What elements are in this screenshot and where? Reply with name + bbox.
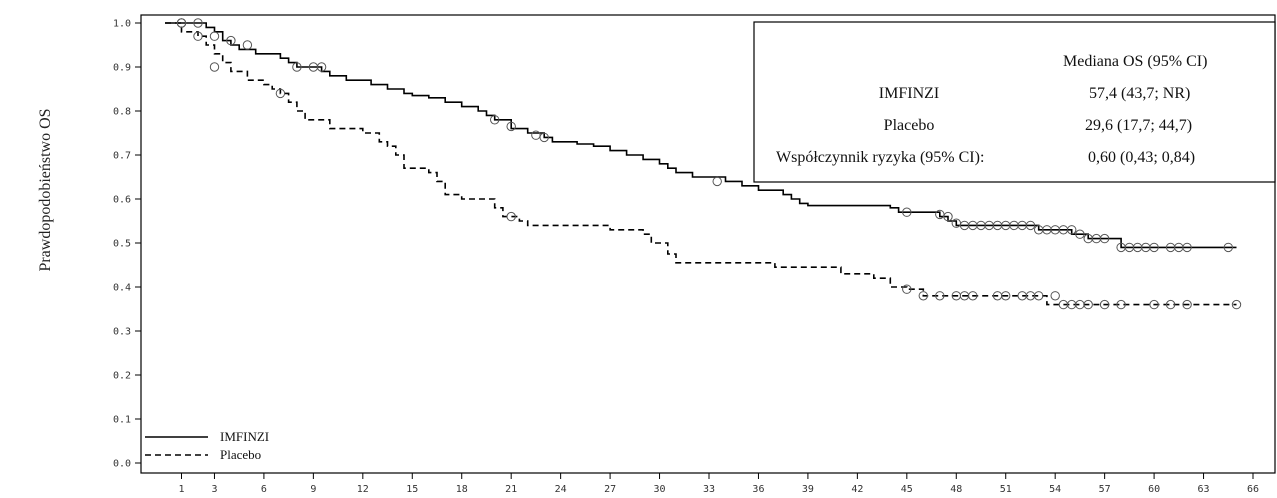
y-tick-label: 0.5 <box>113 239 131 250</box>
censor-marker-placebo <box>1034 291 1044 301</box>
series-imfinzi-curve <box>165 22 1237 249</box>
stats-row-value-hr: 0,60 (0,43; 0,84) <box>1088 149 1195 166</box>
censor-marker-imfinzi <box>1223 242 1234 253</box>
series-placebo-curve <box>165 22 1237 306</box>
y-tick-label: 0.6 <box>113 195 131 206</box>
y-tick-label: 0.2 <box>113 371 131 382</box>
x-tick-label: 9 <box>310 484 316 495</box>
censor-marker-placebo <box>1001 291 1011 301</box>
censor-marker-imfinzi <box>539 132 549 143</box>
x-tick-label: 12 <box>357 484 369 495</box>
censor-marker-placebo <box>968 291 978 301</box>
censor-marker-placebo <box>902 284 912 294</box>
x-tick-label: 63 <box>1198 484 1210 495</box>
x-tick-label: 18 <box>456 484 468 495</box>
censor-marker-imfinzi <box>292 62 302 72</box>
y-tick-label: 0.8 <box>113 107 131 118</box>
x-tick-label: 66 <box>1247 484 1259 495</box>
censor-marker-placebo <box>935 291 945 301</box>
censor-marker-imfinzi <box>242 40 253 50</box>
censor-marker-placebo <box>1182 299 1192 310</box>
censor-marker-imfinzi <box>316 62 327 72</box>
plot-frame <box>140 14 1276 474</box>
x-tick-label: 57 <box>1099 484 1111 495</box>
censor-marker-imfinzi <box>1025 220 1036 231</box>
x-tick-label: 39 <box>802 484 814 495</box>
y-tick-label: 0.0 <box>113 459 131 470</box>
censor-marker-placebo <box>1165 299 1176 310</box>
censor-marker-imfinzi <box>902 207 912 217</box>
x-tick-label: 15 <box>406 484 418 495</box>
censor-marker-placebo <box>176 18 187 28</box>
x-tick-label: 60 <box>1148 484 1160 495</box>
censor-marker-placebo <box>193 31 203 41</box>
legend-label-placebo: Placebo <box>220 447 261 462</box>
censor-marker-placebo <box>1231 299 1242 310</box>
censor-marker-imfinzi <box>1067 225 1077 235</box>
censor-marker-imfinzi <box>1149 242 1159 253</box>
y-tick-label: 0.9 <box>113 63 131 74</box>
stats-row-label-imfinzi: IMFINZI <box>879 85 939 102</box>
x-tick-label: 1 <box>178 484 184 495</box>
censor-marker-imfinzi <box>943 211 953 222</box>
stats-box-header: Mediana OS (95% CI) <box>1063 53 1207 70</box>
censor-marker-imfinzi <box>1075 229 1085 239</box>
stats-row-label-placebo: Placebo <box>884 117 935 134</box>
censor-marker-placebo <box>1099 299 1110 310</box>
stats-row-label-hr: Współczynnik ryzyka (95% CI): <box>776 149 984 166</box>
x-tick-label: 21 <box>505 484 517 495</box>
legend: IMFINZI Placebo <box>145 429 269 462</box>
y-tick-label: 0.7 <box>113 151 131 162</box>
censor-marker-placebo <box>275 88 286 99</box>
y-axis-ticks: 0.0 0.1 0.2 0.3 0.4 0.5 0.6 0.7 0.8 0.9 1.0 <box>113 19 141 470</box>
x-tick-label: 3 <box>211 484 217 495</box>
x-tick-label: 30 <box>654 484 666 495</box>
censor-marker-placebo <box>1149 299 1159 310</box>
x-tick-label: 27 <box>604 484 616 495</box>
x-tick-label: 48 <box>950 484 962 495</box>
stats-row-value-placebo: 29,6 (17,7; 44,7) <box>1085 117 1192 134</box>
x-tick-label: 54 <box>1049 484 1061 495</box>
x-tick-label: 45 <box>901 484 913 495</box>
censor-marker-imfinzi <box>1182 242 1192 253</box>
y-tick-label: 0.1 <box>113 415 131 426</box>
censor-marker-imfinzi <box>226 35 236 46</box>
y-tick-label: 1.0 <box>113 19 131 30</box>
censor-marker-imfinzi <box>712 176 722 187</box>
x-axis-ticks: 1 3 6 9 12 15 18 21 24 27 30 33 36 39 42 45 48 51 54 57 60 63… <box>178 473 1259 495</box>
stats-box-frame <box>753 21 1276 183</box>
x-tick-label: 33 <box>703 484 715 495</box>
censor-marker-imfinzi <box>1099 233 1110 244</box>
stats-row-value-imfinzi: 57,4 (43,7; NR) <box>1089 85 1190 102</box>
censor-markers <box>176 18 1242 310</box>
x-tick-label: 36 <box>752 484 764 495</box>
x-tick-label: 6 <box>261 484 267 495</box>
stats-box: Mediana OS (95% CI) IMFINZI 57,4 (43,7; … <box>753 21 1276 183</box>
censor-marker-placebo <box>918 291 928 301</box>
x-tick-label: 24 <box>555 484 567 495</box>
x-tick-label: 51 <box>1000 484 1012 495</box>
censor-marker-imfinzi <box>490 115 500 125</box>
censor-marker-imfinzi <box>193 18 203 28</box>
legend-label-imfinzi: IMFINZI <box>220 429 269 444</box>
survival-curves <box>165 22 1237 306</box>
censor-marker-placebo <box>1050 291 1060 301</box>
censor-marker-placebo <box>506 211 516 222</box>
y-tick-label: 0.4 <box>113 283 131 294</box>
censor-marker-imfinzi <box>209 31 220 41</box>
censor-marker-imfinzi <box>506 121 516 132</box>
censor-marker-placebo <box>1083 299 1093 310</box>
censor-marker-placebo <box>1116 299 1126 310</box>
x-tick-label: 42 <box>851 484 863 495</box>
y-tick-label: 0.3 <box>113 327 131 338</box>
censor-marker-placebo <box>209 62 220 72</box>
y-axis-label: Prawdopodobieństwo OS <box>37 108 54 271</box>
